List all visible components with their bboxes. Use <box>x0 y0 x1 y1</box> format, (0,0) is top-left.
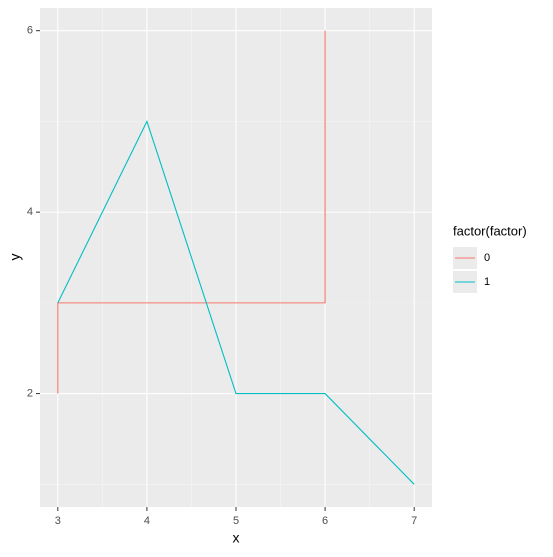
y-axis-label: y <box>7 254 23 261</box>
x-tick-label: 6 <box>322 515 328 527</box>
x-axis-label: x <box>233 530 240 546</box>
legend-label: 0 <box>484 252 490 264</box>
x-tick-label: 4 <box>144 515 150 527</box>
x-tick-label: 5 <box>233 515 239 527</box>
x-tick-label: 3 <box>55 515 61 527</box>
y-tick-label: 2 <box>27 387 33 399</box>
legend-title: factor(factor) <box>453 223 527 238</box>
legend-label: 1 <box>484 276 490 288</box>
x-tick-label: 7 <box>411 515 417 527</box>
y-tick-label: 4 <box>27 206 33 218</box>
series-line <box>57 119 415 485</box>
y-tick-label: 6 <box>27 25 33 37</box>
series-line <box>57 30 326 394</box>
